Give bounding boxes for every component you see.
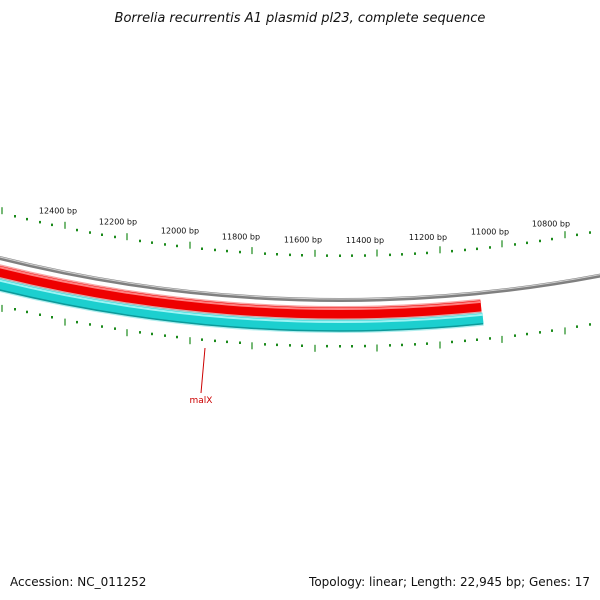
inner-ruler-ticks bbox=[1, 304, 591, 352]
forward-gene-arrow bbox=[0, 265, 482, 319]
ruler-label: 11200 bp bbox=[409, 233, 447, 242]
ruler-label: 11600 bp bbox=[284, 236, 322, 245]
outer-ruler-ticks bbox=[1, 207, 591, 257]
gene-label-malx: malX bbox=[190, 396, 213, 406]
accession-text: Accession: NC_011252 bbox=[10, 575, 146, 589]
ruler-label: 11800 bp bbox=[222, 232, 260, 241]
ruler-label: 12000 bp bbox=[161, 227, 199, 236]
backbone-line bbox=[0, 255, 600, 302]
ruler-label: 12200 bp bbox=[99, 218, 137, 227]
ruler-label: 11000 bp bbox=[471, 228, 509, 237]
reverse-gene-highlight bbox=[0, 279, 484, 324]
gene-label-leader bbox=[200, 347, 206, 394]
reverse-strand-track bbox=[0, 277, 484, 333]
map-title: Borrelia recurrentis A1 plasmid pl23, co… bbox=[115, 11, 486, 26]
outer-ruler-labels: 12400 bp 12200 bp 12000 bp 11800 bp 11600 bp… bbox=[39, 206, 570, 244]
reverse-gene-edge bbox=[0, 289, 484, 332]
genome-summary-text: Topology: linear; Length: 22,945 bp; Gen… bbox=[308, 575, 590, 589]
ruler-label: 10800 bp bbox=[532, 220, 570, 229]
backbone-highlight bbox=[0, 256, 600, 300]
reverse-gene-arrow bbox=[0, 279, 484, 332]
ruler-label: 12400 bp bbox=[39, 206, 77, 215]
forward-strand-track bbox=[0, 264, 482, 320]
sequence-backbone bbox=[0, 255, 600, 302]
forward-gene-highlight bbox=[0, 266, 482, 310]
ruler-label: 11400 bp bbox=[346, 236, 384, 245]
